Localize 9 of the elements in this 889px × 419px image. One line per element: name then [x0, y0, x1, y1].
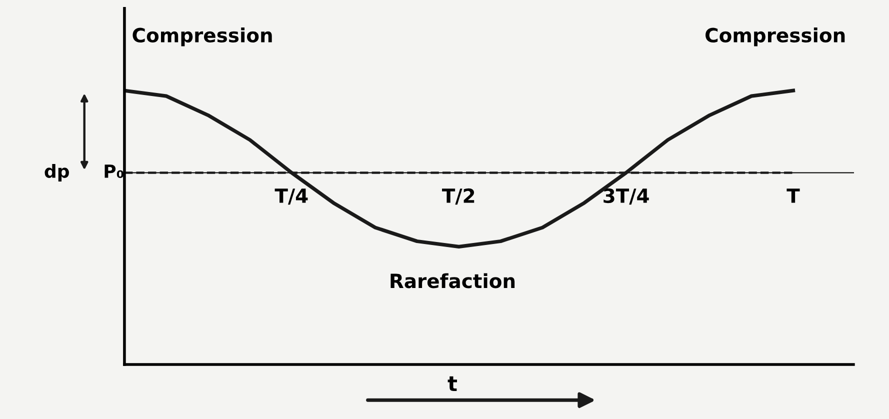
text: Compression: [132, 27, 272, 46]
text: dp: [44, 164, 69, 182]
x-tick-label: 3T/4: [604, 188, 649, 205]
annotation: Rarefaction: [390, 273, 515, 288]
x-tick-label: T/2: [442, 188, 474, 205]
x-tick-label: T: [786, 188, 800, 203]
text: Compression: [706, 27, 845, 46]
x-tick-label: T/4: [274, 188, 308, 205]
x-axis-title: t: [448, 376, 458, 392]
